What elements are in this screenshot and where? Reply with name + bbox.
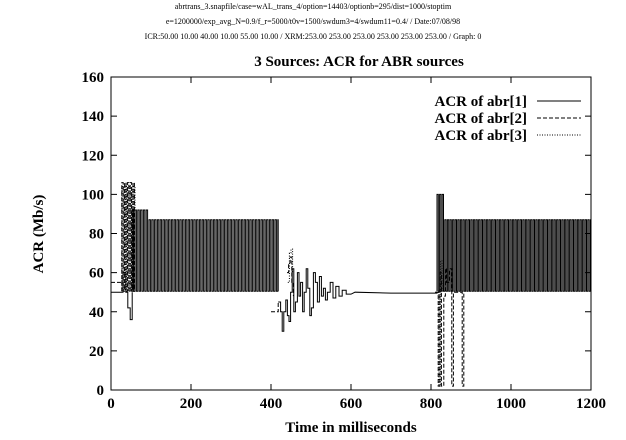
- legend-label: ACR of abr[2]: [435, 111, 527, 127]
- header-line-3: ICR:50.00 10.00 40.00 10.00 55.00 10.00 …: [144, 32, 482, 41]
- x-tick-label: 600: [340, 396, 363, 412]
- chart-title: 3 Sources: ACR for ABR sources: [254, 54, 464, 70]
- y-axis: 0 20 40 60 80 100 120 140 160: [82, 70, 591, 399]
- x-tick-label: 0: [107, 396, 115, 412]
- y-axis-label: ACR (Mb/s): [31, 195, 47, 274]
- y-tick-label: 80: [89, 227, 104, 243]
- series-3: [121, 186, 443, 387]
- legend-label: ACR of abr[1]: [435, 94, 527, 110]
- series-line: [436, 193, 592, 292]
- header-line-1: abrtrans_3.snapfile/case=wAL_trans_4/opt…: [174, 2, 452, 11]
- series-line: [131, 209, 279, 292]
- y-tick-label: 0: [97, 383, 105, 399]
- series-line: [287, 248, 294, 283]
- series-line: [287, 256, 294, 297]
- series-line: [121, 182, 135, 292]
- x-axis: 0 200 400 600 800 1000 1200: [107, 77, 606, 412]
- x-tick-label: 400: [260, 396, 283, 412]
- y-tick-label: 20: [89, 344, 104, 360]
- y-tick-label: 100: [82, 187, 105, 203]
- y-tick-label: 60: [89, 266, 104, 282]
- x-tick-label: 800: [420, 396, 443, 412]
- legend: ACR of abr[1]ACR of abr[2]ACR of abr[3]: [435, 94, 581, 144]
- header-line-2: e=1200000/exp_avg_N=0.9/f_r=5000/t0v=150…: [165, 17, 461, 26]
- series-line: [435, 260, 443, 387]
- y-tick-label: 120: [82, 148, 105, 164]
- series-line: [121, 186, 136, 292]
- x-axis-label: Time in milliseconds: [285, 420, 417, 436]
- series-line: [435, 268, 465, 387]
- series-2: [111, 182, 465, 387]
- series-layer: [111, 182, 592, 387]
- y-tick-label: 160: [82, 70, 105, 86]
- series-line: [278, 268, 438, 332]
- y-tick-label: 140: [82, 109, 105, 125]
- y-tick-label: 40: [89, 305, 104, 321]
- x-tick-label: 1000: [496, 396, 526, 412]
- x-tick-label: 1200: [576, 396, 606, 412]
- series-1: [111, 193, 592, 332]
- legend-label: ACR of abr[3]: [435, 128, 527, 144]
- x-tick-label: 200: [180, 396, 203, 412]
- series-line: [271, 301, 279, 313]
- series-line: [111, 272, 133, 321]
